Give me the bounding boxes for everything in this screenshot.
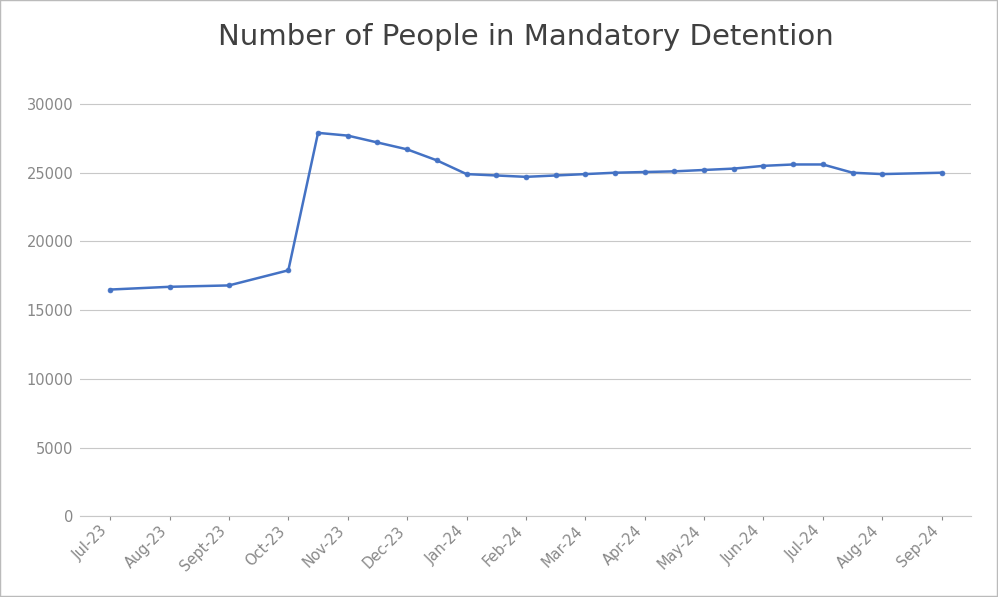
Title: Number of People in Mandatory Detention: Number of People in Mandatory Detention (218, 23, 833, 51)
